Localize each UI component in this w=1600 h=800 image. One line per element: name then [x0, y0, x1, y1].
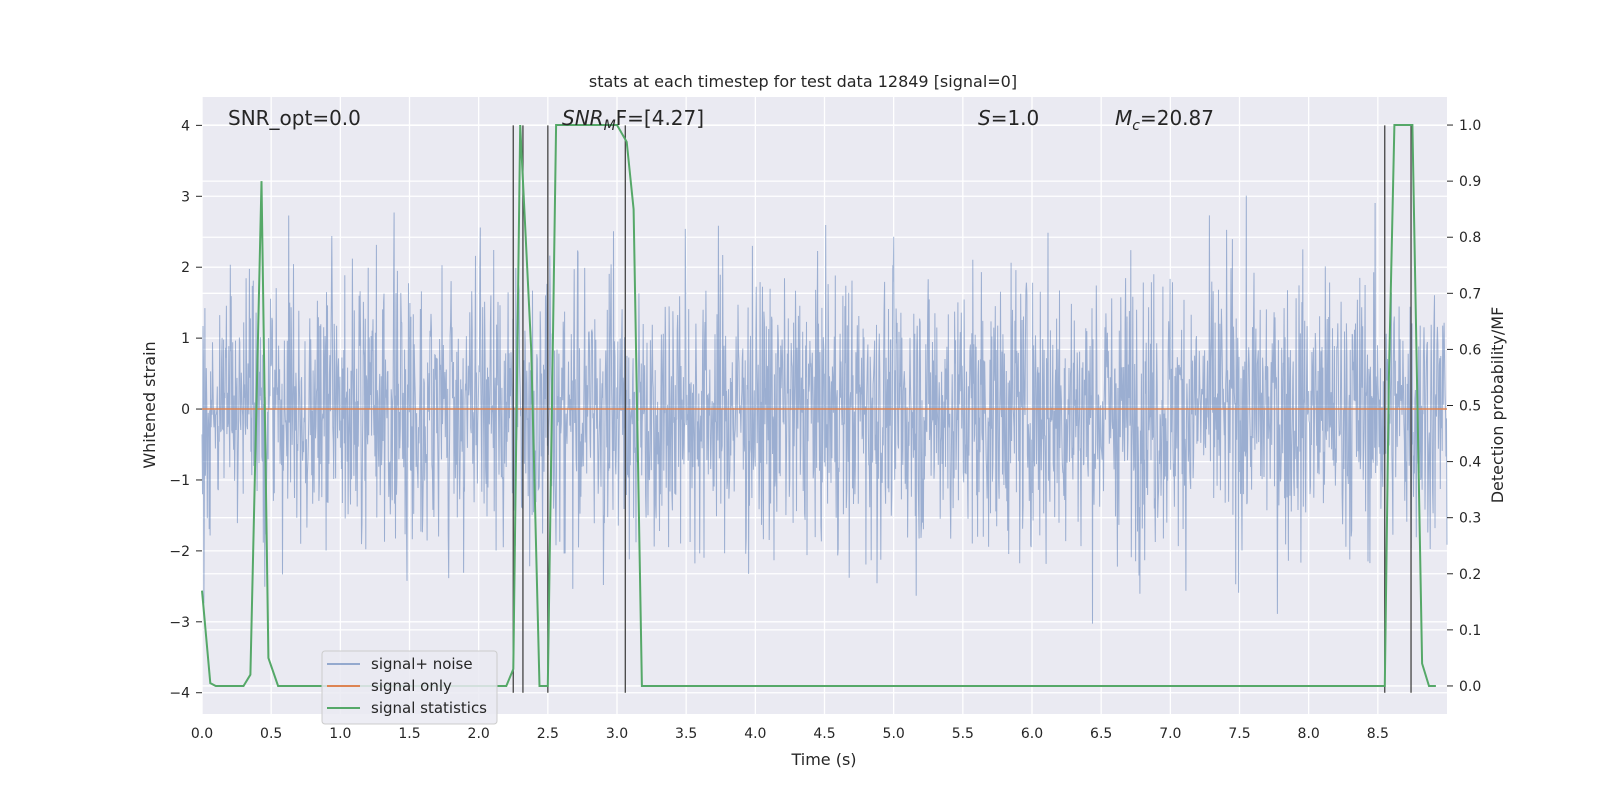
y2-tick-label: 0.4 [1459, 455, 1481, 471]
x-tick-label: 8.5 [1367, 726, 1389, 742]
legend-label-signal-only: signal only [371, 677, 452, 695]
annotation-mc-main: M [1115, 106, 1132, 130]
y-tick-label: −1 [169, 473, 190, 489]
x-tick-label: 7.5 [1228, 726, 1250, 742]
y-axis-right-ticks: 1.0 0.9 0.8 0.7 0.6 0.5 0.4 0.3 0.2 0.1 0.0 [1447, 118, 1481, 695]
annotation-snr-opt: SNR_opt=0.0 [228, 106, 361, 130]
x-axis-label: Time (s) [790, 750, 856, 769]
y2-tick-label: 0.6 [1459, 342, 1481, 358]
x-tick-label: 0.0 [191, 726, 213, 742]
annotation-mc-sub: c [1132, 118, 1140, 134]
x-tick-label: 3.0 [606, 726, 628, 742]
legend: signal+ noise signal only signal statist… [321, 650, 498, 725]
x-tick-label: 7.0 [1159, 726, 1181, 742]
annotation-s-main: S [978, 106, 991, 130]
annotation-snr-mf-main: SNR [562, 106, 604, 130]
x-tick-label: 4.5 [813, 726, 835, 742]
series-signal-noise [201, 195, 1448, 624]
y-axis-right-label: Detection probability/MF [1488, 307, 1507, 504]
x-tick-label: 6.0 [1021, 726, 1043, 742]
legend-box [321, 650, 498, 725]
legend-label-signal-statistics: signal statistics [371, 699, 487, 717]
y-tick-label: −3 [169, 615, 190, 631]
y2-tick-label: 0.0 [1459, 679, 1481, 695]
signal-noise-line [201, 195, 1448, 624]
x-tick-label: 1.0 [329, 726, 351, 742]
y-tick-label: 0 [181, 402, 190, 418]
y-tick-label: −2 [169, 544, 190, 560]
x-tick-label: 1.5 [398, 726, 420, 742]
y2-tick-label: 0.3 [1459, 511, 1481, 527]
y2-tick-label: 0.8 [1459, 230, 1481, 246]
annotation-mc: Mc=20.87 [1115, 106, 1214, 134]
signal-statistics-line [201, 124, 1436, 687]
y2-tick-label: 0.1 [1459, 623, 1481, 639]
annotation-snr-mf: SNRMF=[4.27] [562, 106, 704, 134]
y-tick-label: −4 [169, 686, 190, 702]
x-tick-label: 4.0 [744, 726, 766, 742]
legend-label-signal-noise: signal+ noise [371, 655, 473, 673]
annotation-s: S=1.0 [978, 106, 1039, 130]
y2-tick-label: 0.5 [1459, 399, 1481, 415]
x-tick-label: 5.5 [952, 726, 974, 742]
y2-tick-label: 0.7 [1459, 286, 1481, 302]
y-axis-left-ticks: 4 3 2 1 0 −1 −2 −3 −4 [169, 118, 202, 702]
x-tick-label: 2.0 [468, 726, 490, 742]
y-tick-label: 1 [181, 331, 190, 347]
series-signal-statistics [201, 124, 1436, 687]
annotation-mc-tail: =20.87 [1140, 106, 1214, 130]
vertical-marker-lines [512, 125, 1412, 693]
x-tick-label: 2.5 [537, 726, 559, 742]
x-tick-label: 8.0 [1298, 726, 1320, 742]
x-tick-label: 3.5 [675, 726, 697, 742]
y2-tick-label: 1.0 [1459, 118, 1481, 134]
x-tick-label: 0.5 [260, 726, 282, 742]
x-tick-label: 6.5 [1090, 726, 1112, 742]
y-tick-label: 3 [181, 189, 190, 205]
annotation-s-tail: =1.0 [991, 106, 1040, 130]
x-axis-ticks: 0.0 0.5 1.0 1.5 2.0 2.5 3.0 3.5 4.0 4.5 5.0 5.5 6.0 6… [191, 726, 1389, 742]
y-axis-label: Whitened strain [140, 341, 159, 468]
y2-tick-label: 0.2 [1459, 567, 1481, 583]
y2-tick-label: 0.9 [1459, 174, 1481, 190]
chart-title: stats at each timestep for test data 128… [589, 72, 1017, 91]
annotation-snr-mf-tail: F=[4.27] [616, 106, 704, 130]
y-tick-label: 2 [181, 260, 190, 276]
x-tick-label: 5.0 [883, 726, 905, 742]
y-tick-label: 4 [181, 118, 190, 134]
annotation-snr-mf-sub: M [604, 118, 616, 134]
